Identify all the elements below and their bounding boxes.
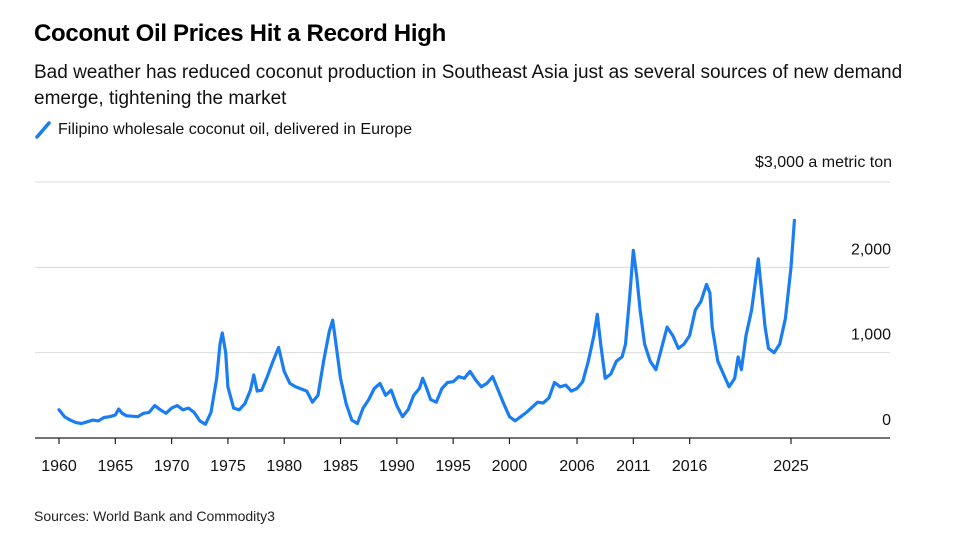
legend-swatch-icon <box>35 121 51 139</box>
x-tick-label: 2011 <box>616 458 651 475</box>
x-axis <box>35 437 890 444</box>
chart-title: Coconut Oil Prices Hit a Record High <box>34 20 446 47</box>
x-tick-label: 1975 <box>210 458 246 475</box>
x-tick-label: 2006 <box>559 458 595 475</box>
y-axis-unit-label: $3,000 a metric ton <box>755 154 892 171</box>
x-tick-label: 1990 <box>379 458 415 475</box>
x-tick-label: 1985 <box>323 458 359 475</box>
series-line <box>57 218 796 426</box>
legend-label: Filipino wholesale coconut oil, delivere… <box>58 121 412 138</box>
x-tick-label: 1980 <box>266 458 302 475</box>
x-tick-label: 1965 <box>98 458 134 475</box>
x-tick-label: 2016 <box>672 458 708 475</box>
gridlines <box>35 181 890 354</box>
y-tick-label: 1,000 <box>851 327 891 344</box>
source-note: Sources: World Bank and Commodity3 <box>34 508 275 524</box>
x-tick-label: 2000 <box>492 458 528 475</box>
x-tick-label: 1960 <box>41 458 77 475</box>
series-layer <box>57 218 796 426</box>
x-tick-label: 1970 <box>154 458 190 475</box>
legend: Filipino wholesale coconut oil, delivere… <box>34 121 412 139</box>
y-axis: 0 1,000 2,000 <box>851 241 891 429</box>
x-tick-label: 2025 <box>773 458 809 475</box>
y-tick-label: 0 <box>882 412 891 429</box>
x-axis-labels: 1960 1965 1970 1975 1980 1985 1990 1995 2000 2006… <box>41 458 809 475</box>
y-tick-label: 2,000 <box>851 241 891 258</box>
chart-subtitle: Bad weather has reduced coconut producti… <box>34 62 903 109</box>
x-tick-label: 1995 <box>435 458 471 475</box>
